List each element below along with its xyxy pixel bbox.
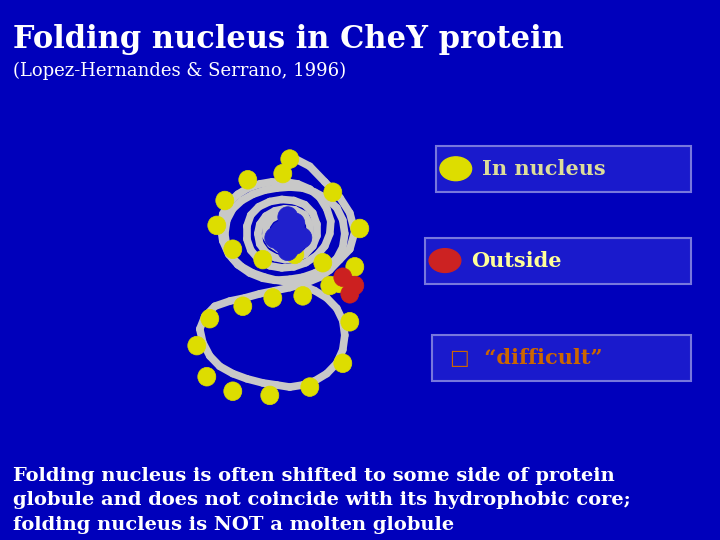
Text: □  “difficult”: □ “difficult” [450, 348, 603, 368]
FancyBboxPatch shape [436, 146, 691, 192]
Circle shape [188, 336, 206, 355]
Text: Folding nucleus is often shifted to some side of protein
globule and does not co: Folding nucleus is often shifted to some… [13, 467, 631, 534]
Circle shape [271, 232, 292, 252]
Circle shape [278, 225, 298, 246]
Text: In nucleus: In nucleus [482, 159, 606, 179]
Circle shape [278, 240, 298, 261]
Circle shape [292, 227, 312, 248]
Circle shape [239, 171, 257, 189]
Circle shape [201, 309, 219, 328]
Circle shape [334, 268, 352, 287]
FancyBboxPatch shape [425, 238, 691, 284]
Circle shape [271, 221, 291, 242]
Circle shape [341, 313, 359, 331]
Text: (Lopez-Hernandes & Serrano, 1996): (Lopez-Hernandes & Serrano, 1996) [13, 62, 346, 80]
Circle shape [261, 386, 279, 404]
Circle shape [301, 378, 319, 396]
Circle shape [341, 285, 359, 303]
Circle shape [264, 288, 282, 307]
Circle shape [294, 287, 312, 305]
Circle shape [429, 248, 461, 272]
FancyBboxPatch shape [432, 335, 691, 381]
Text: Outside: Outside [472, 251, 562, 271]
Circle shape [285, 224, 305, 244]
Circle shape [346, 258, 364, 276]
Circle shape [324, 183, 342, 201]
Circle shape [224, 240, 242, 259]
Circle shape [334, 354, 352, 373]
Circle shape [278, 215, 298, 236]
Text: Folding nucleus in CheY protein: Folding nucleus in CheY protein [13, 24, 564, 55]
Circle shape [286, 245, 304, 264]
Circle shape [216, 191, 234, 210]
Circle shape [314, 253, 332, 272]
Circle shape [208, 216, 226, 235]
Circle shape [278, 207, 298, 227]
Circle shape [198, 367, 216, 386]
Circle shape [330, 274, 348, 293]
Circle shape [321, 276, 339, 295]
Circle shape [234, 297, 252, 315]
Circle shape [281, 150, 299, 168]
Circle shape [440, 157, 472, 180]
Circle shape [265, 227, 285, 248]
Circle shape [253, 250, 271, 269]
Circle shape [285, 234, 305, 254]
Circle shape [274, 164, 292, 183]
Circle shape [224, 382, 242, 401]
Circle shape [351, 219, 369, 238]
Circle shape [346, 276, 364, 295]
Circle shape [285, 213, 305, 234]
